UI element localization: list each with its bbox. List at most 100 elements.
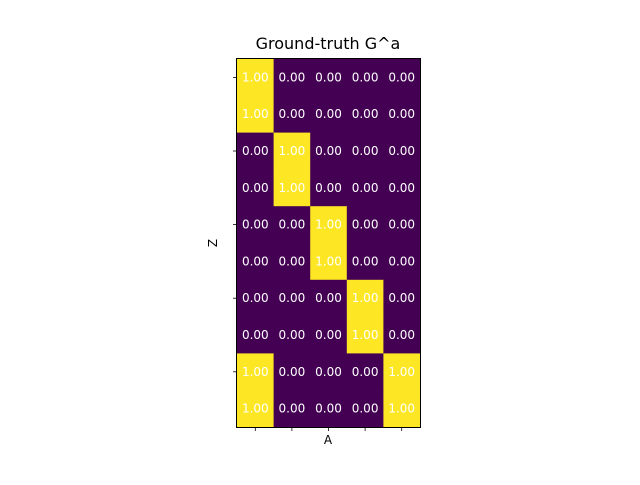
cell-value-label-r5-c3: 0.00 bbox=[352, 254, 379, 268]
heatmap-cell-r6-c2 bbox=[310, 279, 348, 318]
heatmap-cell-r9-c4 bbox=[383, 390, 421, 428]
heatmap-cell-r5-c3 bbox=[346, 243, 384, 281]
cell-value-label-r9-c0: 1.00 bbox=[242, 402, 269, 416]
cell-value-label-r0-c2: 0.00 bbox=[315, 70, 342, 84]
cell-value-label-r2-c0: 0.00 bbox=[242, 144, 269, 158]
cell-value-label-r7-c4: 0.00 bbox=[388, 328, 415, 342]
cell-value-label-r2-c3: 0.00 bbox=[352, 144, 379, 158]
heatmap-cell-r6-c0 bbox=[237, 279, 275, 318]
cell-value-label-r0-c0: 1.00 bbox=[242, 70, 269, 84]
heatmap-cell-r4-c0 bbox=[237, 206, 275, 244]
heatmap-cell-r1-c2 bbox=[310, 95, 348, 134]
heatmap-cell-r0-c3 bbox=[346, 59, 384, 97]
heatmap-cell-r3-c1 bbox=[273, 169, 311, 207]
cell-value-label-r3-c3: 0.00 bbox=[352, 181, 379, 195]
cell-value-label-r0-c4: 0.00 bbox=[388, 70, 415, 84]
cell-value-label-r6-c0: 0.00 bbox=[242, 291, 269, 305]
cell-value-label-r7-c2: 0.00 bbox=[315, 328, 342, 342]
y-axis-label: Z bbox=[206, 239, 220, 247]
cell-value-label-r4-c0: 0.00 bbox=[242, 218, 269, 232]
heatmap-cell-r4-c4 bbox=[383, 206, 421, 244]
cell-value-label-r4-c4: 0.00 bbox=[388, 218, 415, 232]
cell-value-label-r5-c1: 0.00 bbox=[279, 254, 306, 268]
cell-value-label-r2-c2: 0.00 bbox=[315, 144, 342, 158]
cell-value-label-r9-c4: 1.00 bbox=[388, 402, 415, 416]
heatmap-cell-r8-c1 bbox=[273, 353, 311, 391]
heatmap-cell-r2-c3 bbox=[346, 132, 384, 170]
heatmap-cell-r1-c0 bbox=[237, 95, 275, 134]
heatmap-cell-r8-c3 bbox=[346, 353, 384, 391]
cell-value-label-r0-c3: 0.00 bbox=[352, 70, 379, 84]
heatmap-cell-r8-c0 bbox=[237, 353, 275, 391]
heatmap-cell-r0-c2 bbox=[310, 59, 348, 97]
heatmap-cell-r7-c4 bbox=[383, 316, 421, 354]
cell-value-label-r3-c1: 1.00 bbox=[279, 181, 306, 195]
cell-value-label-r7-c3: 1.00 bbox=[352, 328, 379, 342]
heatmap-cell-r9-c3 bbox=[346, 390, 384, 428]
cell-value-label-r1-c1: 0.00 bbox=[279, 107, 306, 121]
heatmap-cells bbox=[237, 59, 421, 428]
cell-value-label-r5-c2: 1.00 bbox=[315, 254, 342, 268]
cell-value-label-r2-c1: 1.00 bbox=[279, 144, 306, 158]
x-axis-ticks bbox=[254, 427, 403, 431]
heatmap-cell-r1-c4 bbox=[383, 95, 421, 134]
heatmap-cell-r3-c0 bbox=[237, 169, 275, 207]
heatmap-cell-r6-c4 bbox=[383, 279, 421, 318]
heatmap-cell-r1-c3 bbox=[346, 95, 384, 134]
cell-value-label-r2-c4: 0.00 bbox=[388, 144, 415, 158]
heatmap-cell-r7-c0 bbox=[237, 316, 275, 354]
y-axis-ticks bbox=[233, 77, 237, 373]
cell-value-label-r8-c0: 1.00 bbox=[242, 365, 269, 379]
cell-value-label-r5-c0: 0.00 bbox=[242, 254, 269, 268]
heatmap-cell-r2-c4 bbox=[383, 132, 421, 170]
heatmap-cell-r8-c2 bbox=[310, 353, 348, 391]
cell-value-label-r1-c2: 0.00 bbox=[315, 107, 342, 121]
heatmap-cell-r8-c4 bbox=[383, 353, 421, 391]
heatmap-cell-r7-c1 bbox=[273, 316, 311, 354]
cell-value-label-r3-c2: 0.00 bbox=[315, 181, 342, 195]
cell-value-label-r0-c1: 0.00 bbox=[279, 70, 306, 84]
heatmap-cell-r9-c2 bbox=[310, 390, 348, 428]
cell-value-label-r9-c2: 0.00 bbox=[315, 402, 342, 416]
heatmap-cell-r4-c2 bbox=[310, 206, 348, 244]
heatmap-cell-r9-c1 bbox=[273, 390, 311, 428]
heatmap-cell-r2-c1 bbox=[273, 132, 311, 170]
cell-value-label-r9-c3: 0.00 bbox=[352, 402, 379, 416]
heatmap-cell-r0-c0 bbox=[237, 59, 275, 97]
heatmap-cell-r5-c4 bbox=[383, 243, 421, 281]
cell-value-label-r8-c1: 0.00 bbox=[279, 365, 306, 379]
heatmap-cell-r2-c2 bbox=[310, 132, 348, 170]
heatmap-cell-r5-c2 bbox=[310, 243, 348, 281]
cell-value-label-r6-c1: 0.00 bbox=[279, 291, 306, 305]
heatmap-cell-r6-c1 bbox=[273, 279, 311, 318]
cell-value-label-r4-c2: 1.00 bbox=[315, 218, 342, 232]
heatmap-cell-r2-c0 bbox=[237, 132, 275, 170]
x-axis-label: A bbox=[324, 433, 333, 447]
heatmap-cell-r3-c3 bbox=[346, 169, 384, 207]
cell-value-label-r1-c0: 1.00 bbox=[242, 107, 269, 121]
cell-value-label-r6-c4: 0.00 bbox=[388, 291, 415, 305]
heatmap-cell-r3-c4 bbox=[383, 169, 421, 207]
cell-value-label-r8-c2: 0.00 bbox=[315, 365, 342, 379]
heatmap-cell-r0-c4 bbox=[383, 59, 421, 97]
heatmap-cell-r4-c3 bbox=[346, 206, 384, 244]
heatmap-cell-r6-c3 bbox=[346, 279, 384, 318]
heatmap-cell-r7-c2 bbox=[310, 316, 348, 354]
cell-value-label-r7-c0: 0.00 bbox=[242, 328, 269, 342]
heatmap-cell-r0-c1 bbox=[273, 59, 311, 97]
heatmap-cell-r5-c1 bbox=[273, 243, 311, 281]
heatmap-cell-r4-c1 bbox=[273, 206, 311, 244]
heatmap-cell-r3-c2 bbox=[310, 169, 348, 207]
cell-value-label-r5-c4: 0.00 bbox=[388, 254, 415, 268]
cell-value-label-r1-c3: 0.00 bbox=[352, 107, 379, 121]
cell-value-label-r1-c4: 0.00 bbox=[388, 107, 415, 121]
cell-value-label-r3-c0: 0.00 bbox=[242, 181, 269, 195]
cell-value-label-r6-c3: 1.00 bbox=[352, 291, 379, 305]
cell-value-label-r7-c1: 0.00 bbox=[279, 328, 306, 342]
heatmap-cell-labels: 1.00 0.00 0.00 0.00 0.00 1.00 0.00 0.00 0.00 0.00… bbox=[242, 70, 415, 415]
cell-value-label-r9-c1: 0.00 bbox=[279, 402, 306, 416]
chart-title: Ground-truth G^a bbox=[256, 34, 401, 53]
cell-value-label-r4-c3: 0.00 bbox=[352, 218, 379, 232]
